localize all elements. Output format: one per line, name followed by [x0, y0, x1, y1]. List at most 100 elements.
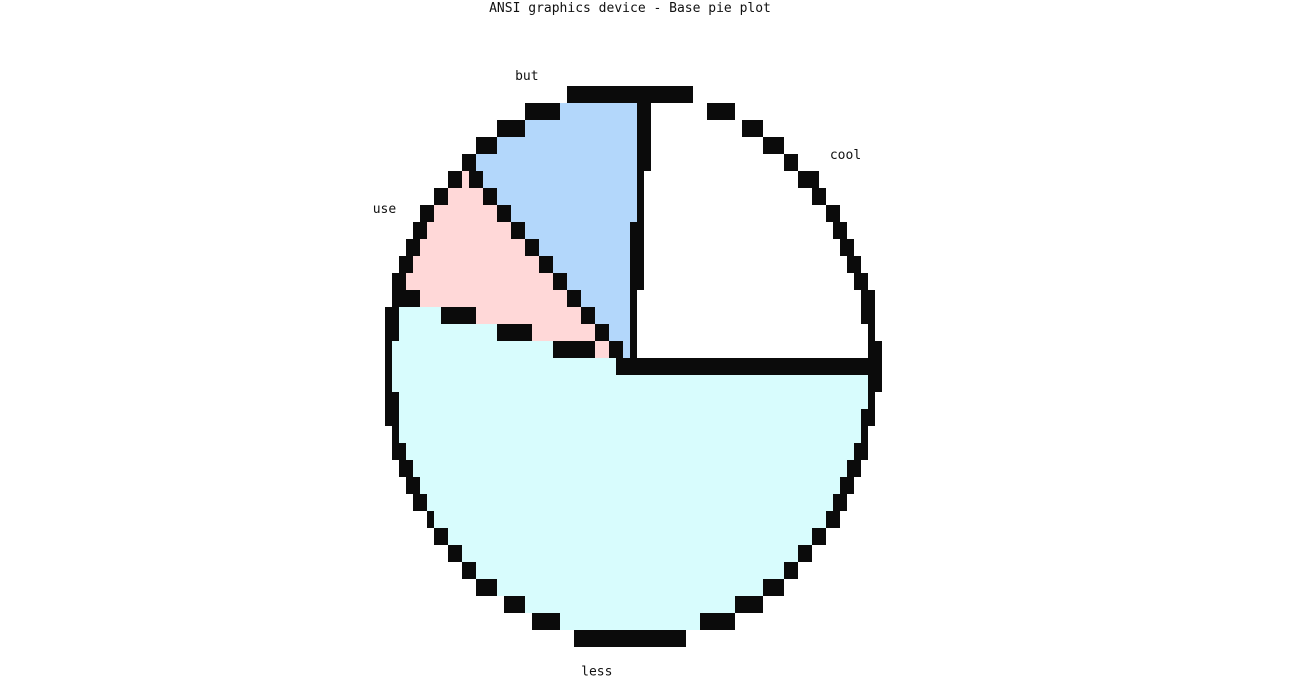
pie-cell — [819, 460, 826, 477]
pie-cell — [819, 188, 826, 205]
pie-cell — [672, 256, 679, 273]
pie-cell — [525, 171, 532, 188]
pie-cell — [672, 596, 679, 613]
pie-cell — [413, 494, 420, 511]
pie-cell — [581, 137, 588, 154]
pie-cell — [749, 290, 756, 307]
pie-cell — [756, 358, 763, 375]
pie-cell — [511, 562, 518, 579]
pie-cell — [623, 392, 630, 409]
pie-cell — [504, 477, 511, 494]
pie-cell — [805, 511, 812, 528]
pie-cell — [574, 222, 581, 239]
pie-cell — [609, 562, 616, 579]
pie-cell — [630, 137, 637, 154]
pie-cell — [602, 86, 609, 103]
pie-cell — [686, 205, 693, 222]
pie-cell — [574, 562, 581, 579]
pie-cell — [749, 494, 756, 511]
pie-cell — [602, 426, 609, 443]
pie-cell — [672, 324, 679, 341]
pie-cell — [588, 596, 595, 613]
pie-cell — [609, 443, 616, 460]
pie-cell — [637, 341, 644, 358]
pie-cell — [700, 307, 707, 324]
pie-cell — [665, 137, 672, 154]
pie-cell — [707, 409, 714, 426]
pie-cell — [735, 409, 742, 426]
pie-cell — [574, 409, 581, 426]
pie-cell — [714, 579, 721, 596]
pie-cell — [721, 307, 728, 324]
pie-cell — [693, 511, 700, 528]
pie-cell — [714, 460, 721, 477]
pie-cell — [623, 188, 630, 205]
pie-cell — [455, 511, 462, 528]
pie-cell — [665, 273, 672, 290]
pie-cell — [392, 443, 399, 460]
pie-cell — [819, 290, 826, 307]
pie-cell — [511, 375, 518, 392]
pie-cell — [763, 409, 770, 426]
pie-cell — [728, 171, 735, 188]
pie-cell — [588, 579, 595, 596]
pie-cell — [770, 426, 777, 443]
pie-cell — [504, 409, 511, 426]
pie-cell — [644, 511, 651, 528]
pie-cell — [791, 341, 798, 358]
pie-cell — [441, 409, 448, 426]
pie-cell — [574, 86, 581, 103]
pie-cell — [770, 137, 777, 154]
pie-cell — [504, 494, 511, 511]
pie-cell — [805, 290, 812, 307]
pie-cell — [637, 86, 644, 103]
pie-cell — [497, 188, 504, 205]
pie-cell — [707, 171, 714, 188]
pie-cell — [686, 460, 693, 477]
pie-cell — [693, 103, 700, 120]
pie-cell — [658, 528, 665, 545]
pie-cell — [469, 256, 476, 273]
pie-cell — [560, 103, 567, 120]
pie-cell — [707, 545, 714, 562]
pie-cell — [637, 290, 644, 307]
pie-cell — [756, 392, 763, 409]
pie-cell — [679, 426, 686, 443]
pie-cell — [581, 307, 588, 324]
pie-cell — [805, 409, 812, 426]
pie-cell — [588, 630, 595, 647]
pie-cell — [413, 256, 420, 273]
pie-cell — [616, 477, 623, 494]
pie-cell — [686, 154, 693, 171]
pie-cell — [455, 375, 462, 392]
pie-cell — [749, 477, 756, 494]
pie-cell — [707, 137, 714, 154]
pie-cell — [665, 205, 672, 222]
pie-cell — [427, 460, 434, 477]
pie-cell — [763, 341, 770, 358]
pie-cell — [798, 477, 805, 494]
pie-cell — [455, 222, 462, 239]
pie-cell — [679, 358, 686, 375]
pie-cell — [819, 528, 826, 545]
pie-cell — [693, 375, 700, 392]
pie-cell — [637, 596, 644, 613]
pie-cell — [812, 171, 819, 188]
pie-cell — [476, 358, 483, 375]
pie-cell — [791, 443, 798, 460]
pie-cell — [455, 324, 462, 341]
pie-cell — [784, 154, 791, 171]
pie-cell — [560, 562, 567, 579]
pie-cell — [686, 341, 693, 358]
pie-cell — [560, 290, 567, 307]
pie-cell — [602, 613, 609, 630]
pie-cell — [777, 324, 784, 341]
pie-cell — [791, 324, 798, 341]
pie-cell — [406, 341, 413, 358]
pie-cell — [595, 511, 602, 528]
pie-cell — [756, 545, 763, 562]
pie-cell — [616, 528, 623, 545]
pie-cell — [434, 494, 441, 511]
pie-cell — [581, 188, 588, 205]
pie-cell — [539, 562, 546, 579]
